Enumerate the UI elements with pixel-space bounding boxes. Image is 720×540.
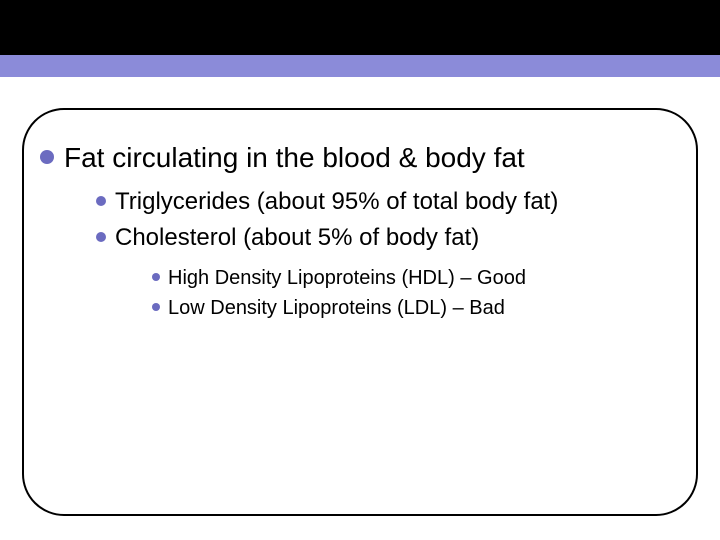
- bullet-icon: [96, 232, 106, 242]
- bullet-level1-text: Fat circulating in the blood & body fat: [64, 140, 525, 175]
- bullet-level2-item: Cholesterol (about 5% of body fat): [96, 223, 680, 253]
- bullet-level2-item: Triglycerides (about 95% of total body f…: [96, 187, 680, 217]
- bullet-level3-text: Low Density Lipoproteins (LDL) – Bad: [168, 295, 505, 321]
- bullet-level3-item: High Density Lipoproteins (HDL) – Good: [152, 265, 680, 291]
- bullet-level3-text: High Density Lipoproteins (HDL) – Good: [168, 265, 526, 291]
- bullet-icon: [152, 303, 160, 311]
- bullet-level3-item: Low Density Lipoproteins (LDL) – Bad: [152, 295, 680, 321]
- bullet-icon: [152, 273, 160, 281]
- bullet-icon: [40, 150, 54, 164]
- top-title-band: [0, 0, 720, 55]
- slide-content: Fat circulating in the blood & body fat …: [40, 140, 680, 325]
- bullet-icon: [96, 196, 106, 206]
- bullet-level1-item: Fat circulating in the blood & body fat: [40, 140, 680, 175]
- bullet-level2-text: Cholesterol (about 5% of body fat): [115, 223, 479, 253]
- bullet-level2-text: Triglycerides (about 95% of total body f…: [115, 187, 558, 217]
- accent-bar: [0, 55, 720, 77]
